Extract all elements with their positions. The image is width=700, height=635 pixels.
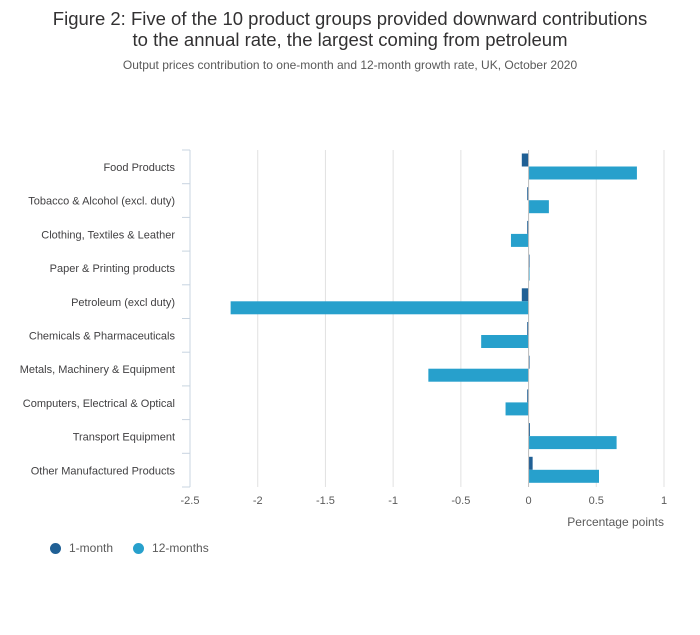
x-tick-label-0: -2.5 bbox=[181, 495, 200, 507]
category-label-6: Metals, Machinery & Equipment bbox=[20, 364, 175, 376]
category-label-7: Computers, Electrical & Optical bbox=[23, 398, 175, 410]
bar-1-month-5 bbox=[527, 322, 529, 335]
category-label-9: Other Manufactured Products bbox=[31, 465, 176, 477]
chart-title-line-1: Figure 2: Five of the 10 product groups … bbox=[52, 8, 648, 29]
legend-label-12-months: 12-months bbox=[152, 541, 209, 555]
bar-1-month-8 bbox=[528, 423, 530, 437]
x-tick-label-2: -1.5 bbox=[316, 495, 335, 507]
bar-1-month-9 bbox=[528, 456, 533, 470]
bar-12-months-5 bbox=[481, 335, 529, 348]
bar-1-month-1 bbox=[527, 187, 529, 201]
x-tick-label-1: -2 bbox=[253, 495, 263, 507]
bar-12-months-8 bbox=[528, 436, 617, 450]
category-label-2: Clothing, Textiles & Leather bbox=[41, 229, 175, 241]
legend-marker-1-month bbox=[50, 542, 61, 554]
legend-marker-12-months bbox=[133, 542, 145, 554]
x-tick-label-6: 0.5 bbox=[589, 495, 604, 507]
legend-label-1-month: 1-month bbox=[69, 541, 114, 555]
legend-item-1-month[interactable]: 1-month bbox=[50, 541, 113, 555]
bar-12-months-2 bbox=[510, 233, 529, 247]
bar-12-months-7 bbox=[505, 402, 529, 416]
bar-1-month-7 bbox=[527, 389, 529, 403]
bar-12-months-4 bbox=[230, 301, 529, 315]
x-tick-label-4: -0.5 bbox=[451, 495, 470, 507]
x-tick-label-3: -1 bbox=[388, 495, 398, 507]
category-label-4: Petroleum (excl duty) bbox=[71, 297, 175, 309]
bar-1-month-2 bbox=[527, 220, 529, 234]
bar-12-months-1 bbox=[528, 200, 549, 214]
chart-subtitle: Output prices contribution to one-month … bbox=[122, 58, 578, 72]
chart-title-line-2: to the annual rate, the largest coming f… bbox=[132, 29, 568, 50]
category-label-3: Paper & Printing products bbox=[50, 263, 176, 275]
bar-1-month-4 bbox=[521, 288, 529, 302]
x-tick-label-5: 0 bbox=[526, 495, 532, 507]
legend-item-12-months[interactable]: 12-months bbox=[133, 541, 209, 555]
bar-1-month-0 bbox=[521, 153, 529, 167]
category-label-5: Chemicals & Pharmaceuticals bbox=[29, 331, 176, 343]
bar-12-months-0 bbox=[528, 166, 637, 180]
chart-title: Figure 2: Five of the 10 product groups … bbox=[0, 8, 700, 50]
category-label-1: Tobacco & Alcohol (excl. duty) bbox=[28, 196, 175, 208]
bar-12-months-9 bbox=[528, 469, 599, 483]
chart-legend: 1-month 12-months bbox=[50, 541, 209, 555]
category-label-8: Transport Equipment bbox=[73, 432, 175, 444]
x-axis-title: Percentage points bbox=[567, 515, 664, 529]
bar-12-months-6 bbox=[428, 368, 529, 382]
x-tick-label-7: 1 bbox=[661, 495, 667, 507]
category-label-0: Food Products bbox=[103, 162, 175, 174]
